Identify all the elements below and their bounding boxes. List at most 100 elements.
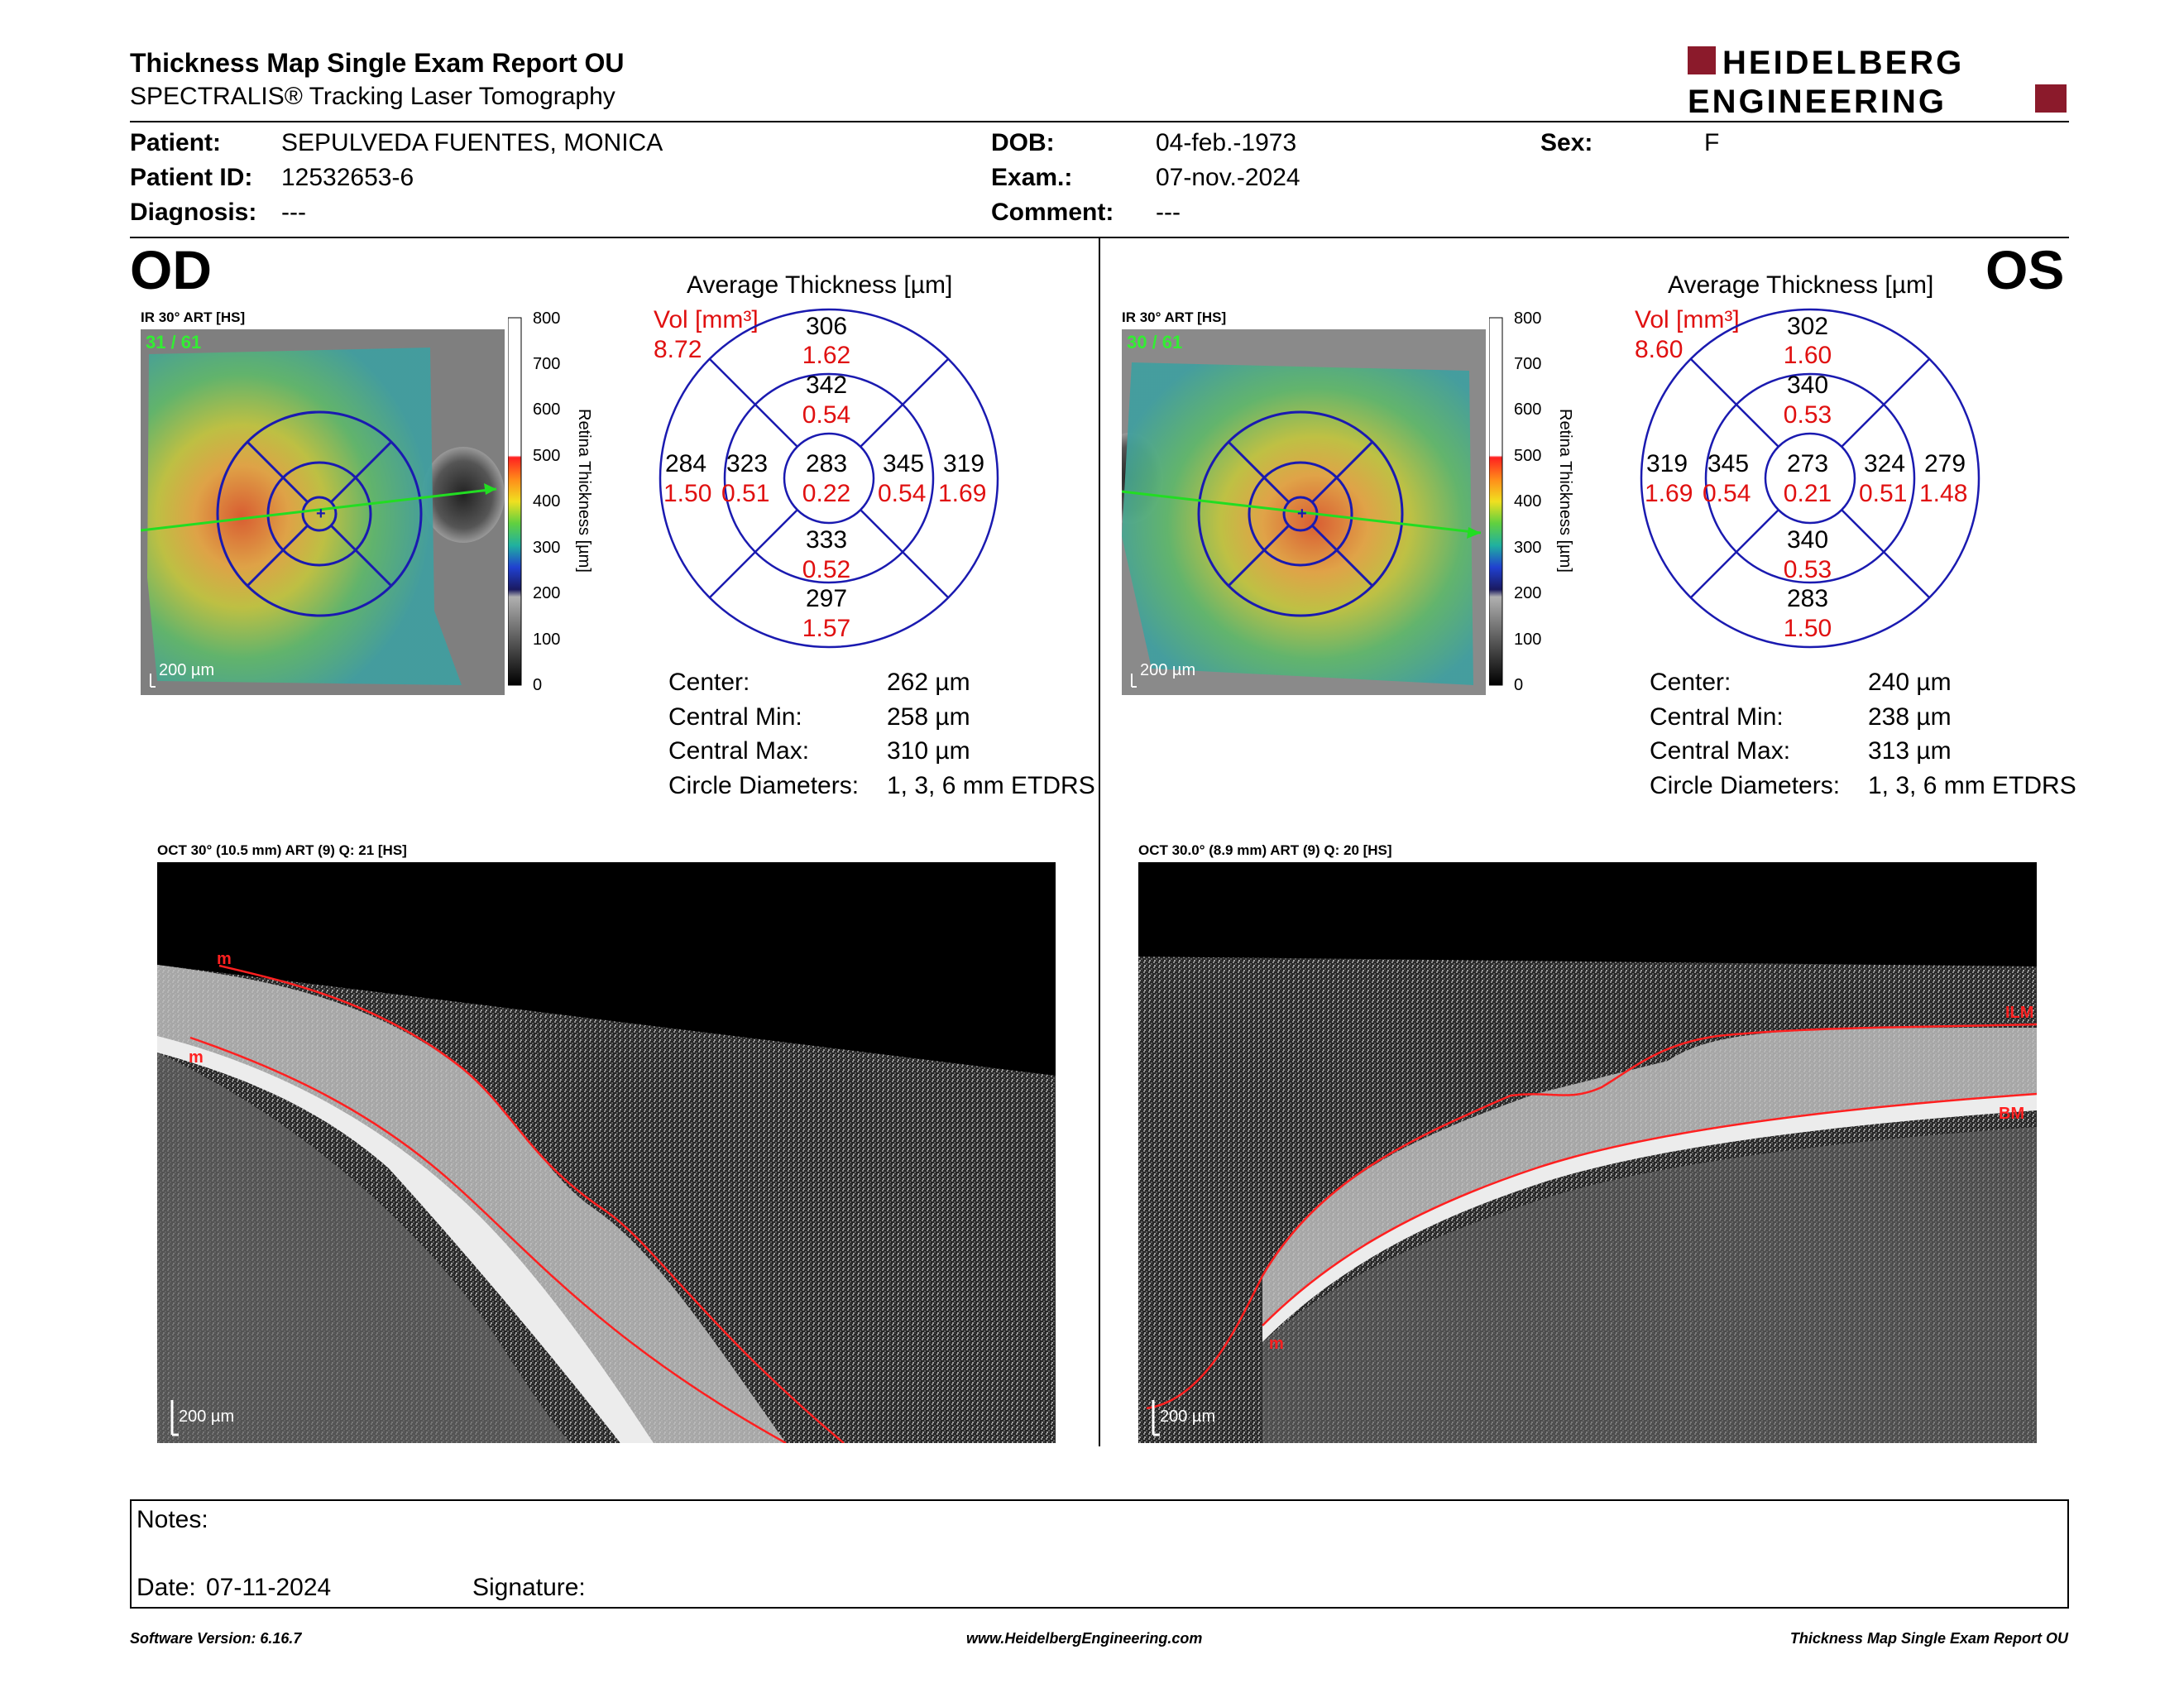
svg-text:30 / 61: 30 / 61: [1127, 332, 1182, 352]
od-outer-bottom-thickness: 297: [805, 585, 848, 612]
svg-text:ENGINEERING: ENGINEERING: [1688, 84, 1947, 119]
svg-text:m: m: [189, 1048, 204, 1067]
os-outer-right-thickness: 279: [1924, 450, 1966, 477]
os-outer-bottom-thickness: 283: [1786, 585, 1829, 612]
os-center-label: Center:: [1650, 669, 1731, 696]
scale-tick-500: 500: [533, 447, 561, 465]
od-max-label: Central Max:: [668, 737, 810, 765]
os-inner-right-thickness: 324: [1864, 450, 1906, 477]
website-link[interactable]: www.HeidelbergEngineering.com: [966, 1630, 1203, 1647]
os-eye-label: OS: [1985, 239, 2065, 300]
os-thickness-map: + 30 / 61 200 µm: [1097, 329, 1486, 695]
heidelberg-logo: HEIDELBERG ENGINEERING: [1688, 43, 2068, 120]
svg-text:+: +: [1297, 505, 1307, 523]
od-inner-bottom-volume: 0.52: [802, 556, 851, 583]
comment-label: Comment:: [991, 199, 1114, 226]
patient-label: Patient:: [130, 129, 222, 156]
od-vol-label: Vol [mm³]: [654, 306, 759, 333]
os-vol-value: 8.60: [1635, 336, 1684, 363]
exam-value: 07-nov.-2024: [1156, 164, 1300, 191]
os-inner-bottom-volume: 0.53: [1783, 556, 1832, 583]
od-ir-label: IR 30° ART [HS]: [141, 309, 246, 325]
scale-tick-300: 300: [1514, 539, 1542, 557]
od-thickness-map: + 31 / 61 200 µm: [140, 329, 505, 695]
report-subtitle: SPECTRALIS® Tracking Laser Tomography: [130, 83, 615, 110]
os-center-thickness: 273: [1786, 450, 1829, 477]
report-title: Thickness Map Single Exam Report OU: [130, 48, 625, 78]
od-etdrs-grid: [657, 306, 1001, 650]
os-diam-label: Circle Diameters:: [1650, 772, 1841, 799]
os-avg-title: Average Thickness [µm]: [1668, 271, 1934, 299]
patient-id-label: Patient ID:: [130, 164, 253, 191]
signature-label: Signature:: [472, 1574, 586, 1601]
notes-label: Notes:: [136, 1506, 208, 1533]
svg-text:+: +: [316, 505, 326, 523]
od-max-value: 310 µm: [887, 737, 970, 765]
notes-box[interactable]: Notes: Date: 07-11-2024 Signature:: [130, 1499, 2069, 1609]
sex-label: Sex:: [1540, 129, 1593, 156]
scale-tick-600: 600: [533, 400, 561, 419]
od-oct-label: OCT 30° (10.5 mm) ART (9) Q: 21 [HS]: [157, 842, 407, 858]
scale-tick-100: 100: [533, 631, 561, 649]
os-min-label: Central Min:: [1650, 703, 1784, 731]
os-outer-bottom-volume: 1.50: [1783, 615, 1832, 642]
diagnosis-label: Diagnosis:: [130, 199, 257, 226]
od-inner-left-volume: 0.51: [721, 480, 770, 507]
os-oct-scan: ILM BM m 200 µm: [1138, 862, 2038, 1443]
od-inner-left-thickness: 323: [726, 450, 769, 477]
os-color-scale: 800 700 600 500 400 300 200 100 0 Retina…: [1488, 309, 1580, 698]
os-outer-left-volume: 1.69: [1645, 480, 1693, 507]
od-inner-right-volume: 0.54: [878, 480, 927, 507]
os-outer-right-volume: 1.48: [1919, 480, 1968, 507]
sex-value: F: [1704, 129, 1720, 156]
os-oct-label: OCT 30.0° (8.9 mm) ART (9) Q: 20 [HS]: [1138, 842, 1392, 858]
od-color-scale: 800 700 600 500 400 300 200 100 0 Retina…: [507, 309, 599, 698]
os-inner-bottom-thickness: 340: [1786, 526, 1829, 554]
os-outer-top-thickness: 302: [1786, 313, 1829, 340]
os-max-value: 313 µm: [1868, 737, 1952, 765]
svg-text:m: m: [217, 950, 232, 968]
svg-text:200 µm: 200 µm: [1160, 1407, 1215, 1426]
os-inner-top-volume: 0.53: [1783, 401, 1832, 429]
header-divider: [130, 121, 2069, 122]
dob-value: 04-feb.-1973: [1156, 129, 1297, 156]
svg-text:200 µm: 200 µm: [179, 1407, 234, 1426]
os-inner-right-volume: 0.51: [1859, 480, 1908, 507]
footer-report-name: Thickness Map Single Exam Report OU: [1789, 1630, 2068, 1647]
os-outer-top-volume: 1.60: [1783, 342, 1832, 369]
scale-tick-800: 800: [1514, 309, 1542, 328]
scale-title: Retina Thickness [µm]: [1556, 409, 1574, 573]
scale-tick-200: 200: [1514, 584, 1542, 602]
os-etdrs-grid: [1638, 306, 1982, 650]
scale-tick-400: 400: [533, 492, 561, 511]
scale-tick-0: 0: [1514, 676, 1524, 694]
od-min-label: Central Min:: [668, 703, 802, 731]
os-max-label: Central Max:: [1650, 737, 1791, 765]
patient-divider: [130, 237, 2069, 238]
od-center-value: 262 µm: [887, 669, 970, 696]
scale-tick-200: 200: [533, 584, 561, 602]
svg-text:200 µm: 200 µm: [1140, 661, 1195, 679]
diagnosis-value: ---: [281, 199, 306, 226]
od-inner-right-thickness: 345: [883, 450, 925, 477]
od-min-value: 258 µm: [887, 703, 970, 731]
od-oct-scan: m m 200 µm: [157, 862, 1056, 1445]
os-min-value: 238 µm: [1868, 703, 1952, 731]
od-avg-title: Average Thickness [µm]: [687, 271, 953, 299]
od-outer-right-thickness: 319: [943, 450, 985, 477]
od-outer-bottom-volume: 1.57: [802, 615, 851, 642]
os-inner-top-thickness: 340: [1786, 372, 1829, 399]
od-center-volume: 0.22: [802, 480, 851, 507]
od-outer-right-volume: 1.69: [938, 480, 987, 507]
os-vol-label: Vol [mm³]: [1635, 306, 1740, 333]
od-inner-top-thickness: 342: [805, 372, 848, 399]
date-label: Date:: [136, 1574, 196, 1601]
scale-tick-700: 700: [533, 355, 561, 373]
od-outer-top-volume: 1.62: [802, 342, 851, 369]
od-outer-left-thickness: 284: [665, 450, 707, 477]
od-outer-left-volume: 1.50: [663, 480, 712, 507]
svg-text:BM: BM: [1999, 1105, 2024, 1123]
os-inner-left-volume: 0.54: [1703, 480, 1751, 507]
dob-label: DOB:: [991, 129, 1055, 156]
od-inner-bottom-thickness: 333: [805, 526, 848, 554]
